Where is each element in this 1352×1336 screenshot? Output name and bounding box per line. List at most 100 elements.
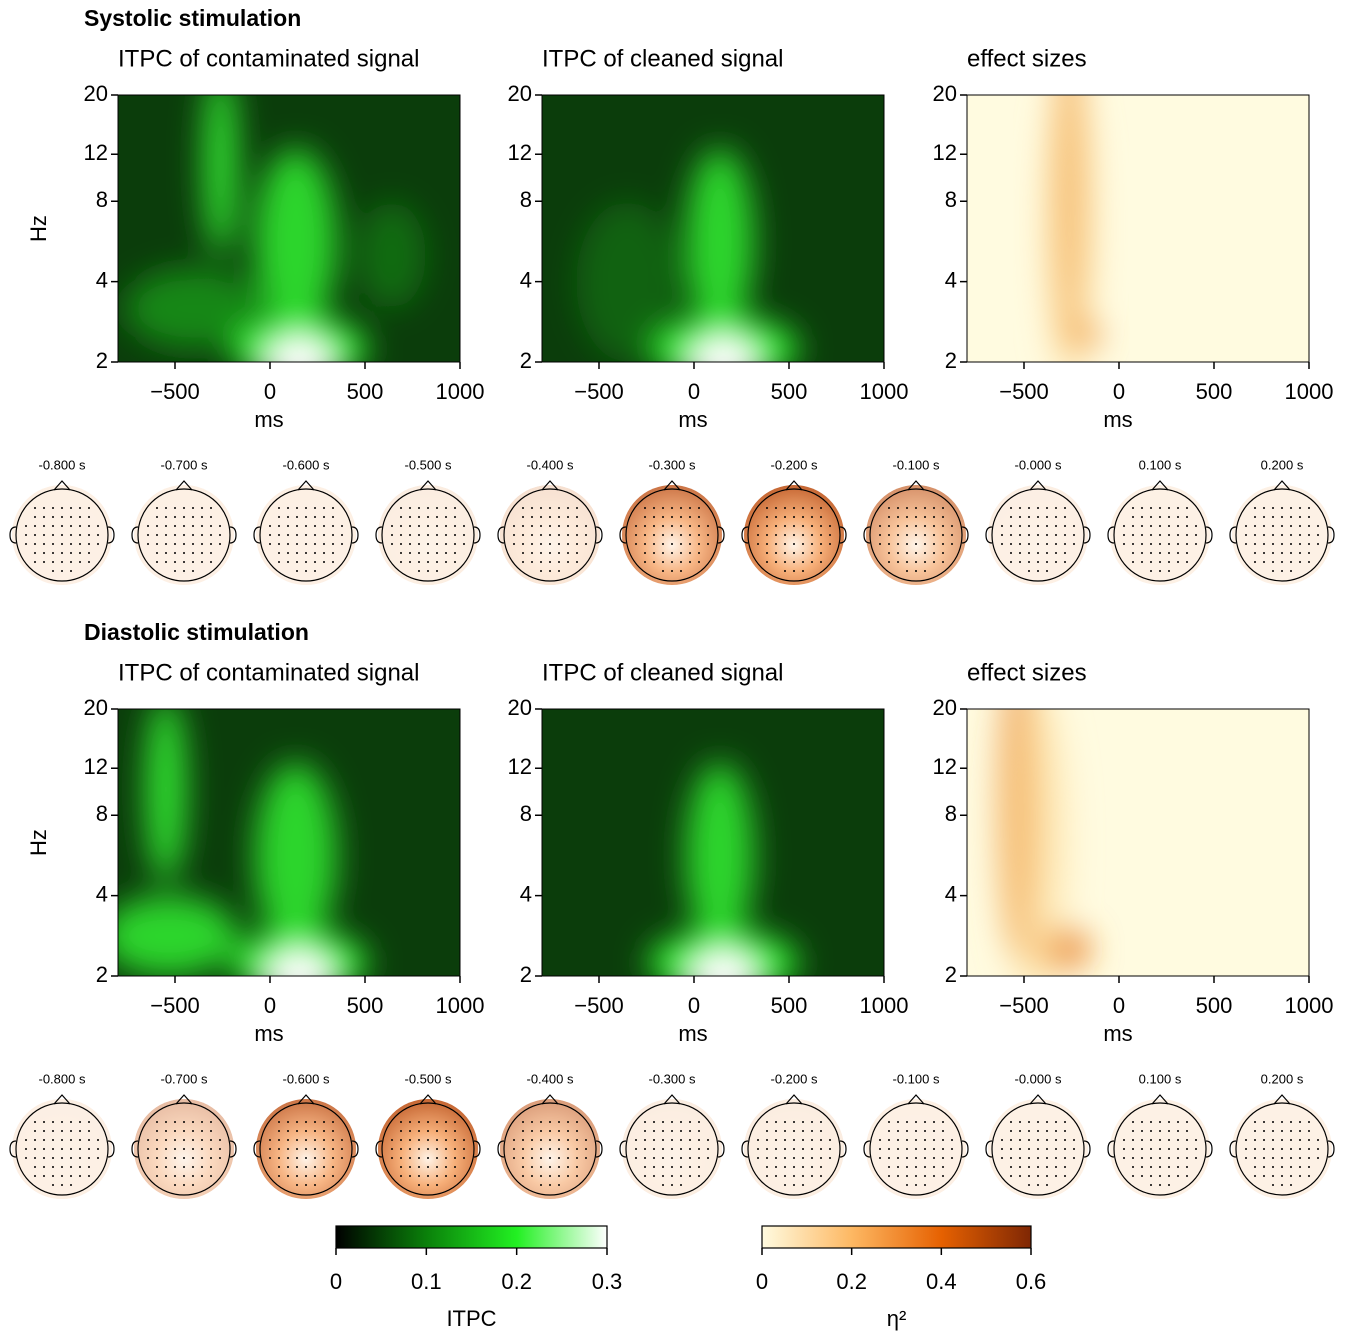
sensor	[1055, 507, 1057, 509]
sensor	[558, 1148, 560, 1150]
sensor	[1186, 1175, 1188, 1177]
sensor	[1055, 1157, 1057, 1159]
sensor	[1073, 1148, 1075, 1150]
sensor	[1290, 552, 1292, 554]
sensor	[61, 1184, 63, 1186]
sensor	[1019, 1148, 1021, 1150]
sensor	[400, 1148, 402, 1150]
y-tick-label: 8	[96, 187, 108, 212]
sensor	[1272, 1184, 1274, 1186]
sensor	[156, 1121, 158, 1123]
sensor	[1290, 516, 1292, 518]
sensor	[70, 534, 72, 536]
sensor	[1177, 552, 1179, 554]
topomap	[1107, 480, 1213, 585]
sensor	[391, 1148, 393, 1150]
sensor	[793, 516, 795, 518]
sensor	[1299, 543, 1301, 545]
sensor	[540, 543, 542, 545]
sensor	[1317, 525, 1319, 527]
sensor	[183, 507, 185, 509]
sensor	[400, 561, 402, 563]
sensor	[1064, 561, 1066, 563]
sensor	[513, 534, 515, 536]
sensor	[1064, 1121, 1066, 1123]
topomap	[9, 480, 115, 585]
sensor	[1263, 1175, 1265, 1177]
sensor	[1123, 1148, 1125, 1150]
y-tick-label: 12	[84, 754, 108, 779]
sensor	[820, 1130, 822, 1132]
ear	[1229, 526, 1237, 544]
sensor	[924, 516, 926, 518]
heatmap-blob	[1001, 709, 1070, 976]
sensor	[1290, 1166, 1292, 1168]
sensor	[802, 507, 804, 509]
sensor	[1272, 516, 1274, 518]
sensor	[165, 543, 167, 545]
topomap	[253, 1094, 359, 1199]
sensor	[549, 534, 551, 536]
sensor	[201, 1166, 203, 1168]
sensor	[1010, 1166, 1012, 1168]
sensor	[1263, 1148, 1265, 1150]
sensor	[793, 1157, 795, 1159]
sensor	[653, 543, 655, 545]
sensor	[644, 1121, 646, 1123]
sensor	[1168, 525, 1170, 527]
sensor	[558, 516, 560, 518]
sensor	[1028, 534, 1030, 536]
sensor	[219, 543, 221, 545]
sensor	[341, 525, 343, 527]
sensor	[1055, 543, 1057, 545]
sensor	[942, 1148, 944, 1150]
sensor	[1010, 1157, 1012, 1159]
sensor	[436, 525, 438, 527]
sensor	[522, 552, 524, 554]
y-tick-label: 2	[945, 962, 957, 987]
sensor	[775, 534, 777, 536]
sensor	[323, 507, 325, 509]
sensor	[793, 570, 795, 572]
sensor	[427, 1175, 429, 1177]
sensor	[811, 507, 813, 509]
topomap-label: -0.800 s	[39, 457, 86, 472]
y-tick-label: 4	[520, 267, 532, 292]
x-axis-label: ms	[1103, 1021, 1132, 1046]
sensor	[391, 1157, 393, 1159]
sensor	[558, 561, 560, 563]
sensor	[1195, 1139, 1197, 1141]
sensor	[219, 1157, 221, 1159]
sensor	[897, 1148, 899, 1150]
sensor	[897, 525, 899, 527]
ear	[1229, 1140, 1237, 1158]
sensor	[1177, 525, 1179, 527]
ear	[1205, 526, 1213, 544]
ear	[9, 526, 17, 544]
sensor	[1254, 1130, 1256, 1132]
sensor	[689, 552, 691, 554]
sensor	[915, 1148, 917, 1150]
sensor	[409, 516, 411, 518]
sensor	[34, 561, 36, 563]
sensor	[1245, 543, 1247, 545]
sensor	[689, 525, 691, 527]
sensor	[1272, 561, 1274, 563]
sensor	[1046, 1175, 1048, 1177]
sensor	[34, 1130, 36, 1132]
head	[259, 1102, 353, 1196]
sensor	[305, 1139, 307, 1141]
sensor	[1028, 1175, 1030, 1177]
sensor	[1254, 543, 1256, 545]
topomap-label: -0.300 s	[649, 1071, 696, 1086]
sensor	[287, 1121, 289, 1123]
sensor	[933, 1148, 935, 1150]
sensor	[192, 1139, 194, 1141]
x-tick-label: 1000	[436, 379, 485, 404]
sensor	[1037, 1184, 1039, 1186]
ear	[375, 526, 383, 544]
sensor	[454, 507, 456, 509]
sensor	[766, 516, 768, 518]
sensor	[942, 561, 944, 563]
sensor	[820, 561, 822, 563]
